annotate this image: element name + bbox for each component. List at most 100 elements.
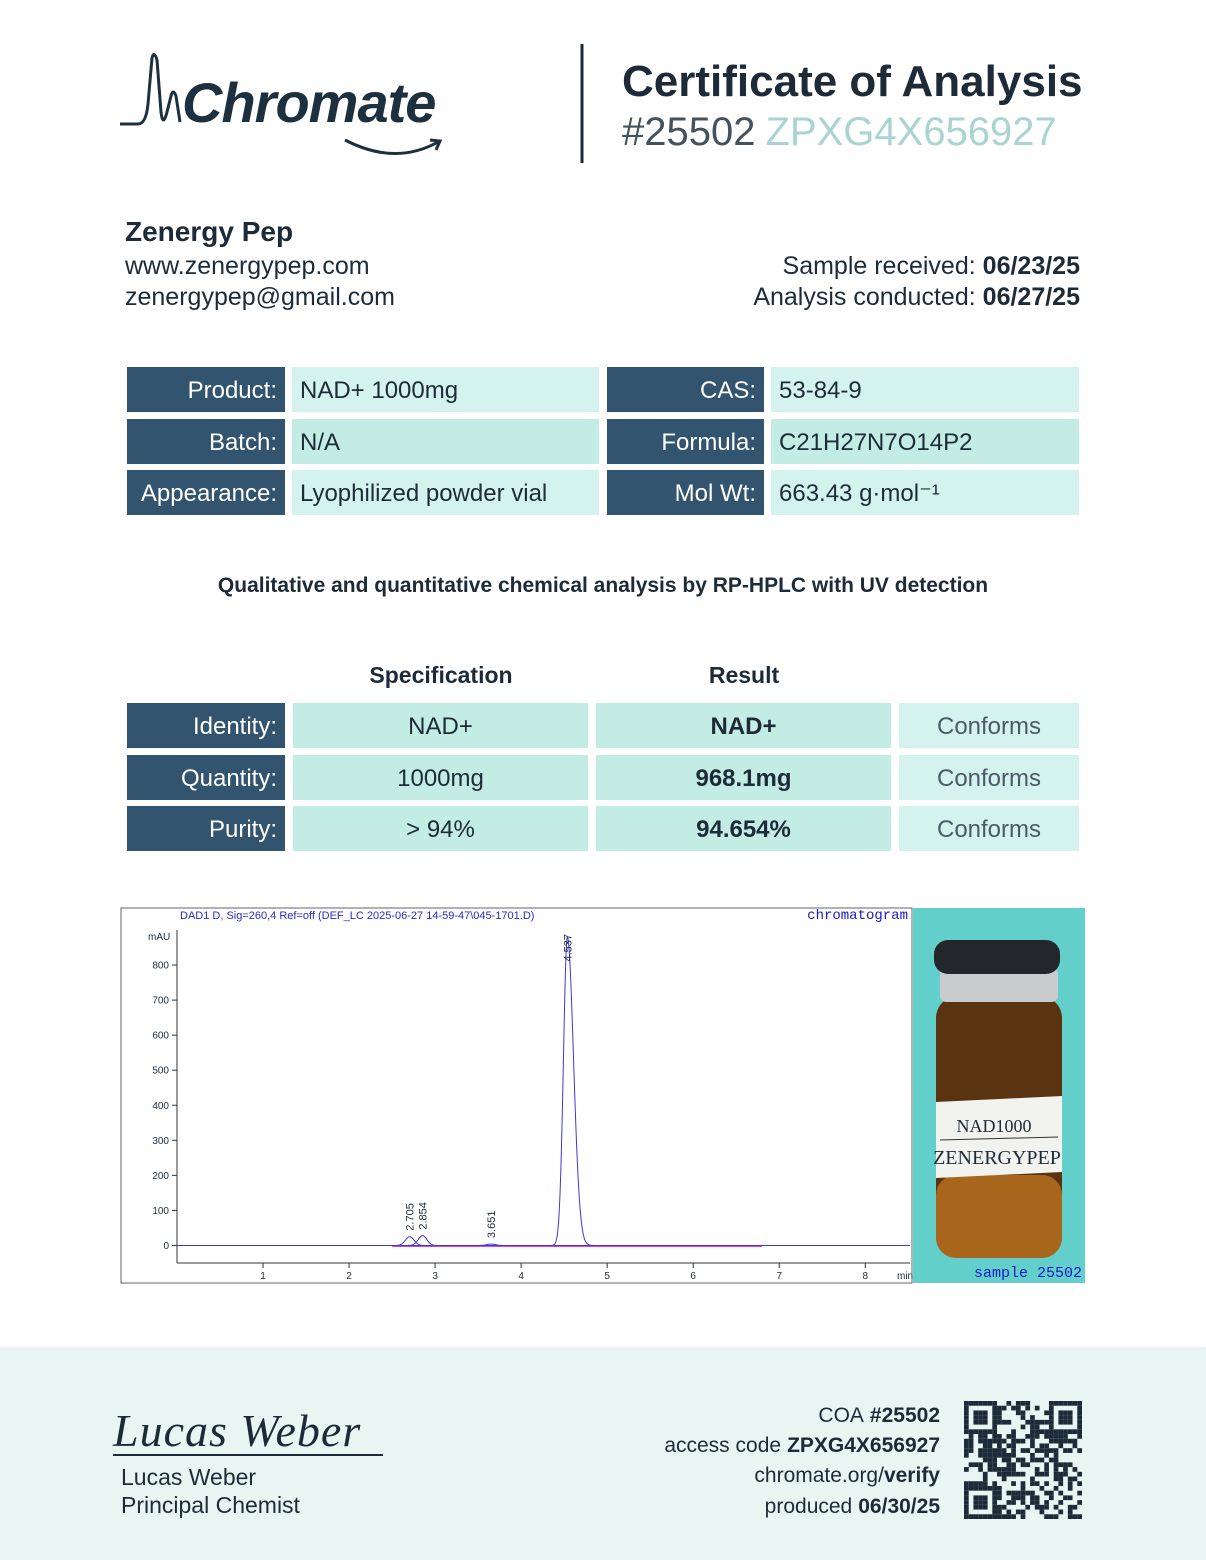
label-cell	[607, 419, 764, 464]
qr-module	[1034, 1424, 1040, 1430]
qr-module	[1063, 1434, 1068, 1439]
qr-module	[992, 1490, 998, 1496]
qr-module	[1048, 1438, 1054, 1444]
label-cell	[127, 703, 285, 748]
client-website: www.zenergypep.com	[124, 252, 370, 280]
value-cell	[771, 419, 1079, 464]
qr-module	[1039, 1448, 1045, 1453]
qr-module	[1077, 1419, 1082, 1425]
qr-module	[1048, 1419, 1054, 1425]
qr-module	[964, 1452, 969, 1458]
qr-module	[982, 1401, 988, 1406]
qr-module	[978, 1462, 983, 1468]
qr-module	[1020, 1415, 1026, 1420]
label-cell	[127, 367, 285, 412]
coa: COA #25502	[818, 1404, 940, 1427]
qr-module	[968, 1401, 974, 1406]
field-value: Lyophilized powder vial	[300, 480, 547, 507]
qr-module	[982, 1448, 988, 1453]
qr-module	[1053, 1438, 1059, 1444]
qr-module	[978, 1448, 983, 1453]
value-cell	[293, 755, 588, 800]
qr-module	[1006, 1471, 1012, 1477]
qr-module	[1063, 1495, 1068, 1501]
qr-module	[1063, 1462, 1068, 1468]
qr-module	[982, 1481, 988, 1486]
qr-module	[964, 1481, 969, 1486]
qr-module	[1020, 1485, 1026, 1491]
qr-module	[1063, 1448, 1068, 1453]
signer-name: Lucas Weber	[121, 1464, 256, 1490]
conducted: Analysis conducted: 06/27/25	[753, 283, 1080, 311]
verdict: Conforms	[937, 713, 1041, 740]
qr-module	[1063, 1410, 1068, 1416]
qr-module	[973, 1481, 979, 1486]
qr-module	[992, 1485, 998, 1491]
y-tick-label: 400	[152, 1101, 169, 1112]
qr-module	[1020, 1490, 1026, 1496]
qr-module	[1067, 1429, 1073, 1435]
qr-module	[1067, 1448, 1073, 1453]
specification: > 94%	[406, 816, 475, 843]
qr-module	[1025, 1434, 1031, 1439]
qr-module	[1044, 1481, 1049, 1486]
number: #25502	[622, 110, 755, 154]
qr-module	[992, 1429, 998, 1435]
qr-module	[1006, 1419, 1012, 1425]
field-value: N/A	[300, 429, 340, 456]
qr-module	[1039, 1429, 1045, 1435]
qr-module	[1058, 1429, 1064, 1435]
qr-module	[1063, 1415, 1068, 1420]
qr-module	[1067, 1415, 1073, 1420]
qr-module	[1030, 1490, 1035, 1496]
qr-module	[1006, 1401, 1012, 1406]
qr-module	[1048, 1401, 1054, 1406]
qr-module	[1015, 1401, 1021, 1406]
qr-module	[1030, 1429, 1035, 1435]
qr-module	[1034, 1448, 1040, 1453]
qr-module	[978, 1514, 983, 1519]
qr-module	[987, 1452, 993, 1458]
qr-module	[1044, 1490, 1049, 1496]
access-label: access code	[664, 1434, 781, 1457]
qr-module	[992, 1434, 998, 1439]
qr-module	[1011, 1490, 1016, 1496]
specification: 1000mg	[397, 765, 484, 792]
qr-module	[1020, 1448, 1026, 1453]
y-tick-label: 700	[152, 996, 169, 1007]
qr-module	[1020, 1514, 1026, 1519]
qr-module	[1072, 1401, 1078, 1406]
x-axis-label: min	[897, 1271, 913, 1282]
chromatogram-title: DAD1 D, Sig=260,4 Ref=off (DEF_LC 2025-0…	[180, 910, 534, 922]
qr-module	[978, 1452, 983, 1458]
y-tick-label: 600	[152, 1031, 169, 1042]
qr-module	[992, 1495, 998, 1501]
qr-module	[1006, 1462, 1012, 1468]
qr-module	[1001, 1467, 1007, 1472]
qr-module	[1006, 1434, 1012, 1439]
logo-smile	[344, 138, 443, 155]
qr-module	[1001, 1419, 1007, 1425]
qr-module	[1077, 1415, 1082, 1420]
qr-module	[982, 1476, 988, 1482]
produced-label: produced	[765, 1495, 853, 1518]
qr-module	[978, 1438, 983, 1444]
result-header: Result	[709, 662, 780, 688]
qr-module	[968, 1434, 974, 1439]
logo: Chromate	[182, 71, 435, 134]
value-cell	[292, 419, 599, 464]
value-cell	[596, 755, 891, 800]
result: 94.654%	[696, 816, 791, 843]
x-tick-label: 7	[776, 1271, 782, 1282]
qr-module	[982, 1471, 988, 1477]
qr-module	[1039, 1457, 1045, 1463]
client-name: Zenergy Pep	[125, 216, 293, 247]
qr-module	[992, 1419, 998, 1425]
qr-module	[1020, 1410, 1026, 1416]
qr-module	[1058, 1419, 1064, 1425]
qr-module	[992, 1457, 998, 1463]
y-tick-label: 200	[152, 1171, 169, 1182]
qr-module	[982, 1438, 988, 1444]
qr-module	[1011, 1481, 1016, 1486]
qr-module	[1011, 1443, 1016, 1449]
